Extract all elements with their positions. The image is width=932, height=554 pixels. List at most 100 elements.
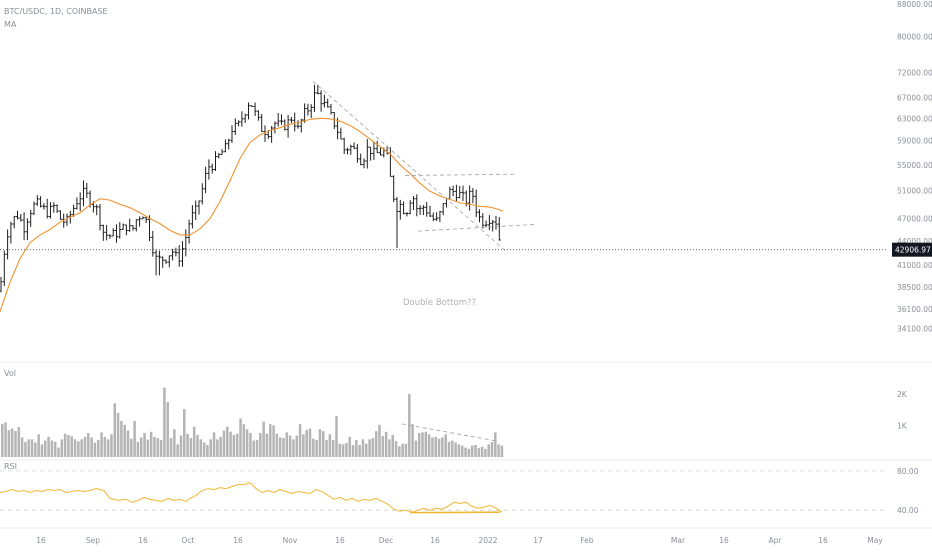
volume-bar <box>123 425 126 457</box>
volume-bar <box>322 431 325 457</box>
ohlc-bar <box>9 222 12 244</box>
volume-bar <box>206 445 209 457</box>
volume-bar <box>368 439 371 457</box>
ohlc-bar <box>412 196 415 210</box>
level-guide-line[interactable] <box>405 174 516 175</box>
volume-bar <box>382 436 385 457</box>
volume-bar <box>84 437 87 457</box>
volume-bar <box>487 444 490 457</box>
volume-bar <box>282 438 285 457</box>
ohlc-bar <box>448 187 451 199</box>
ohlc-bar <box>3 251 6 287</box>
volume-bar <box>425 432 428 457</box>
volume-bar <box>352 445 355 457</box>
volume-bar <box>305 430 308 457</box>
ohlc-bar <box>227 139 230 150</box>
ohlc-bar <box>141 216 144 218</box>
ohlc-bar <box>349 145 352 155</box>
time-tick-label: Feb <box>580 536 594 545</box>
ohlc-bar <box>369 147 372 161</box>
ohlc-bar <box>125 225 128 235</box>
volume-bar <box>183 409 186 457</box>
ohlc-bar <box>240 111 243 126</box>
price-tick-label: 36100.00 <box>897 305 932 314</box>
ohlc-bar <box>198 200 201 214</box>
ohlc-bar <box>475 190 478 218</box>
ohlc-bar <box>214 151 217 171</box>
volume-bar <box>153 437 156 457</box>
ohlc-bar <box>49 202 52 218</box>
ohlc-bar <box>132 225 135 230</box>
ohlc-bar <box>389 147 392 176</box>
ohlc-bar <box>211 164 214 174</box>
price-tick-label: 63000.00 <box>897 114 932 123</box>
price-tick-label: 41000.00 <box>897 261 932 270</box>
last-price-label: 42906.97 <box>895 246 931 255</box>
ohlc-bar <box>217 153 220 158</box>
volume-trend-line[interactable] <box>402 424 498 441</box>
volume-bar <box>114 403 117 457</box>
trend-guide-line[interactable] <box>313 81 506 251</box>
volume-bar <box>471 446 474 457</box>
time-tick-label: 16 <box>818 536 828 545</box>
volume-bar <box>372 438 375 457</box>
volume-bar <box>269 424 272 457</box>
ohlc-bar <box>204 167 207 193</box>
ohlc-bar <box>29 210 32 227</box>
volume-bar <box>315 440 318 457</box>
volume-bar <box>190 438 193 457</box>
volume-bar <box>243 424 246 457</box>
ohlc-bar <box>33 202 36 215</box>
volume-bar <box>435 437 438 457</box>
ohlc-bar <box>221 149 224 155</box>
volume-bar <box>130 439 133 457</box>
volume-bar <box>339 444 342 457</box>
volume-bar <box>203 442 206 457</box>
price-tick-label: 59000.00 <box>897 137 932 146</box>
ohlc-bar <box>405 212 408 216</box>
ohlc-bar <box>6 229 9 259</box>
ohlc-bar <box>392 175 395 202</box>
ohlc-bar <box>102 225 105 241</box>
rsi-line <box>0 483 502 512</box>
volume-bar <box>51 441 54 457</box>
ohlc-bar <box>16 211 19 220</box>
ohlc-bar <box>184 229 187 256</box>
volume-bar <box>355 440 358 457</box>
volume-bar <box>1 424 4 457</box>
volume-bar <box>110 434 113 457</box>
ohlc-bar <box>161 256 164 267</box>
volume-bar <box>176 444 179 457</box>
ohlc-bar <box>359 154 362 166</box>
volume-bar <box>200 439 203 457</box>
ohlc-bar <box>297 120 300 129</box>
ohlc-bar <box>260 114 263 132</box>
volume-bar <box>448 442 451 457</box>
volume-bar <box>398 446 401 457</box>
ohlc-bar <box>56 204 59 213</box>
volume-bar <box>415 441 418 457</box>
volume-bar <box>279 437 282 457</box>
time-tick-label: 16 <box>430 536 440 545</box>
volume-bar <box>276 434 279 457</box>
volume-bar <box>31 439 34 457</box>
volume-bar <box>157 438 160 457</box>
ohlc-bar <box>310 104 313 118</box>
volume-bar <box>120 421 123 457</box>
ohlc-bar <box>194 201 197 220</box>
price-axis[interactable]: 88000.0080000.0072000.0067000.0063000.00… <box>897 0 932 333</box>
ohlc-bar <box>257 110 260 120</box>
volume-bar <box>292 439 295 457</box>
volume-bar <box>140 437 143 457</box>
volume-bar <box>180 436 183 457</box>
ohlc-bar <box>178 245 181 267</box>
ohlc-bar <box>455 185 458 202</box>
volume-bar <box>239 419 242 457</box>
ohlc-bar <box>135 219 138 231</box>
volume-bar <box>501 446 504 457</box>
ohlc-bar <box>95 204 98 215</box>
price-tick-label: 55000.00 <box>897 161 932 170</box>
